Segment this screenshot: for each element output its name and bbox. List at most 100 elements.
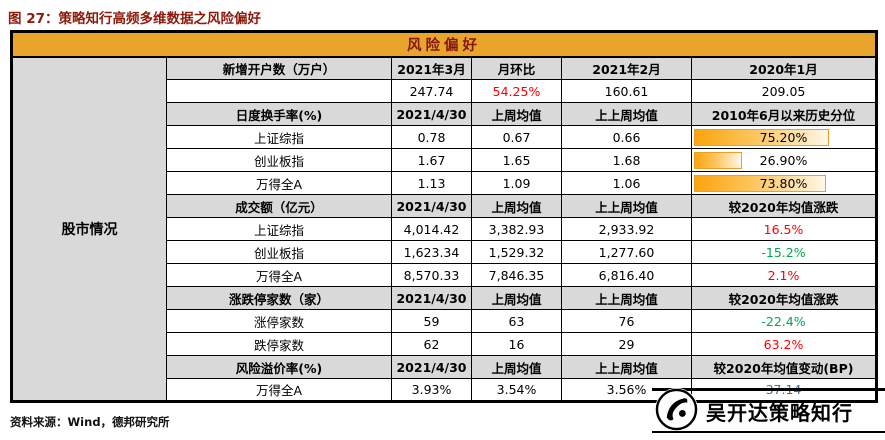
- value-cell: 8,570.33: [391, 263, 472, 287]
- watermark-line-bottom: [652, 430, 885, 433]
- value-cell: 1.06: [561, 171, 692, 195]
- value-cell: 209.05: [691, 79, 877, 103]
- column-header: 上上周均值: [561, 286, 692, 310]
- brand-logo-icon: [655, 388, 698, 431]
- data-row: 涨停家数 59 63 76 -22.4%: [12, 309, 877, 333]
- risk-appetite-table: 风险偏好 股市情况 新增开户数（万户） 2021年3月 月环比 2021年2月 2020年…: [10, 30, 878, 403]
- row-label: 涨停家数: [166, 309, 392, 333]
- row-label: 上证综指: [166, 125, 392, 149]
- source-note: 资料来源：Wind，德邦研究所: [10, 415, 170, 429]
- value-cell: 2.1%: [691, 263, 877, 287]
- value-cell: -15.2%: [691, 240, 877, 264]
- value-cell: 6,816.40: [561, 263, 692, 287]
- figure-title: 图 27：策略知行高频多维数据之风险偏好: [8, 11, 261, 27]
- metric-label: 新增开户数（万户）: [166, 56, 392, 80]
- table-title: 风险偏好: [11, 31, 877, 58]
- row-label: 万得全A: [166, 263, 392, 287]
- value-cell: -22.4%: [691, 309, 877, 333]
- value-cell: 76: [561, 309, 692, 333]
- data-row: 创业板指 1,623.34 1,529.32 1,277.60 -15.2%: [12, 240, 877, 264]
- column-header: 上上周均值: [561, 194, 692, 218]
- metric-label: 日度换手率(%): [166, 102, 392, 126]
- value-cell: 62: [391, 332, 472, 356]
- column-header: 较2020年均值涨跌: [691, 194, 877, 218]
- percentile-value: 75.20%: [759, 129, 808, 145]
- column-header: 2021/4/30: [391, 355, 472, 379]
- column-header: 2021/4/30: [391, 194, 472, 218]
- data-row: 上证综指 0.78 0.67 0.66 75.20%: [12, 125, 877, 149]
- row-group-label: 股市情况: [11, 56, 167, 402]
- column-header: 上上周均值: [561, 355, 692, 379]
- value-cell: 3.93%: [391, 378, 472, 402]
- section-header-row: 风险溢价率(%) 2021/4/30 上周均值 上上周均值 较2020年均值变动(BP): [12, 355, 877, 379]
- data-row: 万得全A 8,570.33 7,846.35 6,816.40 2.1%: [12, 263, 877, 287]
- brand-name: 吴开达策略知行: [706, 401, 853, 425]
- column-header: 2021/4/30: [391, 102, 472, 126]
- value-cell: 0.66: [561, 125, 692, 149]
- value-cell: 29: [561, 332, 692, 356]
- value-cell: 54.25%: [471, 79, 562, 103]
- section-header-row: 日度换手率(%) 2021/4/30 上周均值 上上周均值 2010年6月以来历史分位: [12, 102, 877, 126]
- value-cell: 1.13: [391, 171, 472, 195]
- column-header: 2021年2月: [561, 56, 692, 80]
- table-title-row: 风险偏好: [11, 31, 877, 58]
- section-header-row: 涨跌停家数（家） 2021/4/30 上周均值 上上周均值 较2020年均值涨跌: [12, 286, 877, 310]
- value-cell: 0.67: [471, 125, 562, 149]
- row-label: 跌停家数: [166, 332, 392, 356]
- percentile-cell: 73.80%: [691, 171, 877, 195]
- data-row: 万得全A 1.13 1.09 1.06 73.80%: [12, 171, 877, 195]
- value-cell: 3.54%: [471, 378, 562, 402]
- column-header: 2021年3月: [391, 56, 472, 80]
- value-cell: 1,623.34: [391, 240, 472, 264]
- percentile-cell: 75.20%: [691, 125, 877, 149]
- value-cell: 0.78: [391, 125, 472, 149]
- row-label: 创业板指: [166, 148, 392, 172]
- value-cell: 1,277.60: [561, 240, 692, 264]
- percentile-value: 73.80%: [759, 175, 808, 191]
- metric-label: 风险溢价率(%): [166, 355, 392, 379]
- value-cell: 16.5%: [691, 217, 877, 241]
- column-header: 2020年1月: [691, 56, 877, 80]
- value-cell: 160.61: [561, 79, 692, 103]
- value-cell: 63.2%: [691, 332, 877, 356]
- percentile-bar: [694, 151, 743, 169]
- row-label: 上证综指: [166, 217, 392, 241]
- row-label: 万得全A: [166, 378, 392, 402]
- value-cell: 1.67: [391, 148, 472, 172]
- column-header: 上周均值: [471, 194, 562, 218]
- percentile-value: 26.90%: [759, 152, 808, 168]
- value-cell: 4,014.42: [391, 217, 472, 241]
- column-header: 2010年6月以来历史分位: [691, 102, 877, 126]
- column-header: 月环比: [471, 56, 562, 80]
- data-row: 247.74 54.25% 160.61 209.05: [12, 79, 877, 103]
- row-label: 万得全A: [166, 171, 392, 195]
- data-row: 创业板指 1.67 1.65 1.68 26.90%: [12, 148, 877, 172]
- value-cell: 1.65: [471, 148, 562, 172]
- value-cell: 3,382.93: [471, 217, 562, 241]
- column-header: 上周均值: [471, 286, 562, 310]
- row-label: [166, 79, 392, 103]
- column-header: 上周均值: [471, 355, 562, 379]
- percentile-bar: [694, 128, 829, 146]
- value-cell: 1.09: [471, 171, 562, 195]
- watermark-line-top: [652, 388, 885, 391]
- value-cell: 247.74: [391, 79, 472, 103]
- section-header-row: 股市情况 新增开户数（万户） 2021年3月 月环比 2021年2月 2020年1月: [11, 56, 877, 402]
- column-header: 上上周均值: [561, 102, 692, 126]
- column-header: 上周均值: [471, 102, 562, 126]
- value-cell: 1.68: [561, 148, 692, 172]
- row-label: 创业板指: [166, 240, 392, 264]
- percentile-cell: 26.90%: [691, 148, 877, 172]
- column-header: 较2020年均值涨跌: [691, 286, 877, 310]
- value-cell: 2,933.92: [561, 217, 692, 241]
- column-header: 2021/4/30: [391, 286, 472, 310]
- value-cell: 7,846.35: [471, 263, 562, 287]
- data-row: 跌停家数 62 16 29 63.2%: [12, 332, 877, 356]
- percentile-bar: [694, 174, 827, 192]
- watermark: 吴开达策略知行: [652, 386, 885, 433]
- column-header: 较2020年均值变动(BP): [691, 355, 877, 379]
- table-body: 风险偏好 股市情况 新增开户数（万户） 2021年3月 月环比 2021年2月 2020年…: [11, 31, 877, 402]
- value-cell: 59: [391, 309, 472, 333]
- value-cell: 63: [471, 309, 562, 333]
